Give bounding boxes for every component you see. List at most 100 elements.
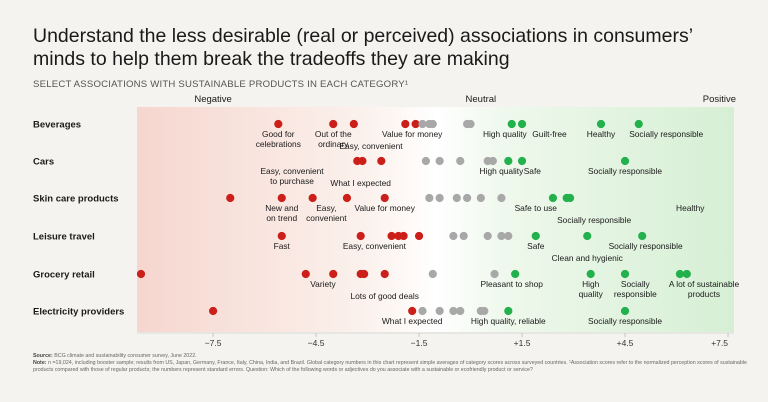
association-label-line: Good for <box>262 129 295 139</box>
data-point <box>435 156 444 166</box>
association-label-line: A lot of sustainable <box>669 279 740 289</box>
association-label: What I expected <box>382 316 443 326</box>
association-label-line: Socially responsible <box>609 241 683 251</box>
data-point <box>466 119 475 129</box>
category-label: Leisure travel <box>33 232 95 243</box>
category-label: Grocery retail <box>33 270 95 281</box>
chart-subtitle: SELECT ASSOCIATIONS WITH SUSTAINABLE PRO… <box>33 79 409 90</box>
data-point <box>226 193 235 203</box>
association-label-line: Value for money <box>382 129 443 139</box>
association-label-line: Value for money <box>355 203 416 213</box>
data-point <box>488 156 497 166</box>
data-point <box>329 119 338 129</box>
data-point <box>401 119 410 129</box>
data-point <box>504 156 513 166</box>
data-point <box>504 306 513 316</box>
data-point <box>449 306 458 316</box>
association-label: Easy, convenient to purchase <box>260 166 324 186</box>
association-label: Value for money <box>355 203 416 213</box>
association-label-line: Variety <box>310 279 336 289</box>
data-point <box>620 306 630 316</box>
association-label: High quality, reliable <box>471 316 546 326</box>
data-point <box>421 156 431 166</box>
data-point <box>480 306 489 316</box>
data-point <box>483 231 492 241</box>
data-point <box>387 231 396 241</box>
association-label-line: Lots of good deals <box>350 291 418 301</box>
association-label: Safe <box>527 241 545 251</box>
association-label-line: quality <box>579 289 604 299</box>
data-point <box>301 269 310 279</box>
x-tick-label: −7.5 <box>205 338 222 348</box>
association-label-line: Safe <box>524 166 542 176</box>
association-label-line: on trend <box>266 213 297 223</box>
data-point <box>425 193 434 203</box>
x-tick-label: −4.5 <box>308 338 325 348</box>
association-label: Out of the ordinary <box>315 129 352 149</box>
category-row: Beverages Good for celebrations Out of the o… <box>33 120 704 152</box>
association-label-line: Safe to use <box>515 203 558 213</box>
association-label: Easy, convenient <box>339 141 403 151</box>
association-label-line: Out of the <box>315 129 352 139</box>
data-point <box>358 156 367 166</box>
category-row: Skin care products New and on trend Easy, co… <box>33 194 705 226</box>
association-label-line: Easy, convenient <box>343 241 407 251</box>
association-label-line: High quality <box>480 166 525 176</box>
data-point <box>634 119 643 129</box>
data-point <box>456 156 465 166</box>
association-label-line: Socially responsible <box>557 215 631 225</box>
association-label-line: Easy, convenient <box>260 166 324 176</box>
association-label-line: celebrations <box>256 139 301 149</box>
footnote-source-label: Source: <box>33 353 53 359</box>
data-point <box>377 156 386 166</box>
data-point <box>380 193 389 203</box>
association-label: Socially responsible <box>614 279 657 299</box>
association-label-line: High quality, reliable <box>471 316 546 326</box>
scale-label-negative: Negative <box>194 94 232 105</box>
data-point <box>435 306 444 316</box>
data-point <box>399 231 408 241</box>
data-point <box>517 119 527 129</box>
scale-label-neutral: Neutral <box>466 94 497 105</box>
category-label: Beverages <box>33 120 81 131</box>
association-label: Socially responsible <box>588 166 662 176</box>
association-label: High quality <box>480 166 525 176</box>
association-label-line: products <box>688 289 720 299</box>
association-label-line: ordinary <box>318 139 349 149</box>
data-point <box>682 269 691 279</box>
association-label: Fast <box>274 241 291 251</box>
data-point <box>411 119 420 129</box>
data-point <box>476 193 485 203</box>
data-point <box>583 231 592 241</box>
category-label: Cars <box>33 157 54 168</box>
category-row: Cars Easy, convenient to purchase What I ex… <box>33 157 662 189</box>
association-label: Easy, convenient <box>343 241 407 251</box>
association-label: Healthy <box>676 203 705 213</box>
data-point <box>565 193 575 203</box>
association-label: A lot of sustainable products <box>669 279 740 299</box>
association-label: What I expected <box>330 178 391 188</box>
data-point <box>548 193 558 203</box>
association-label-line: convenient <box>306 213 347 223</box>
data-point <box>456 306 465 316</box>
x-tick-label: −1.5 <box>411 338 428 348</box>
title-line-1: Understand the less desirable (real or p… <box>33 25 694 47</box>
x-tick-label: +1.5 <box>514 338 531 348</box>
association-label: Value for money <box>382 129 443 139</box>
data-point <box>308 193 317 203</box>
category-row: Electricity providers What I expected High… <box>33 307 662 327</box>
data-point <box>531 231 540 241</box>
data-point <box>596 119 606 129</box>
data-point <box>449 231 458 241</box>
association-label-line: High quality <box>483 129 528 139</box>
association-label-line: Clean and hygienic <box>552 253 623 263</box>
category-label: Electricity providers <box>33 307 124 318</box>
association-label-line: Healthy <box>676 203 705 213</box>
data-point <box>208 306 218 316</box>
association-label-line: Pleasant to shop <box>481 279 544 289</box>
category-row: Grocery retail Variety Lots of good deals P… <box>33 270 739 302</box>
association-label-line: Easy, convenient <box>339 141 403 151</box>
data-point <box>329 269 338 279</box>
data-point <box>504 231 513 241</box>
